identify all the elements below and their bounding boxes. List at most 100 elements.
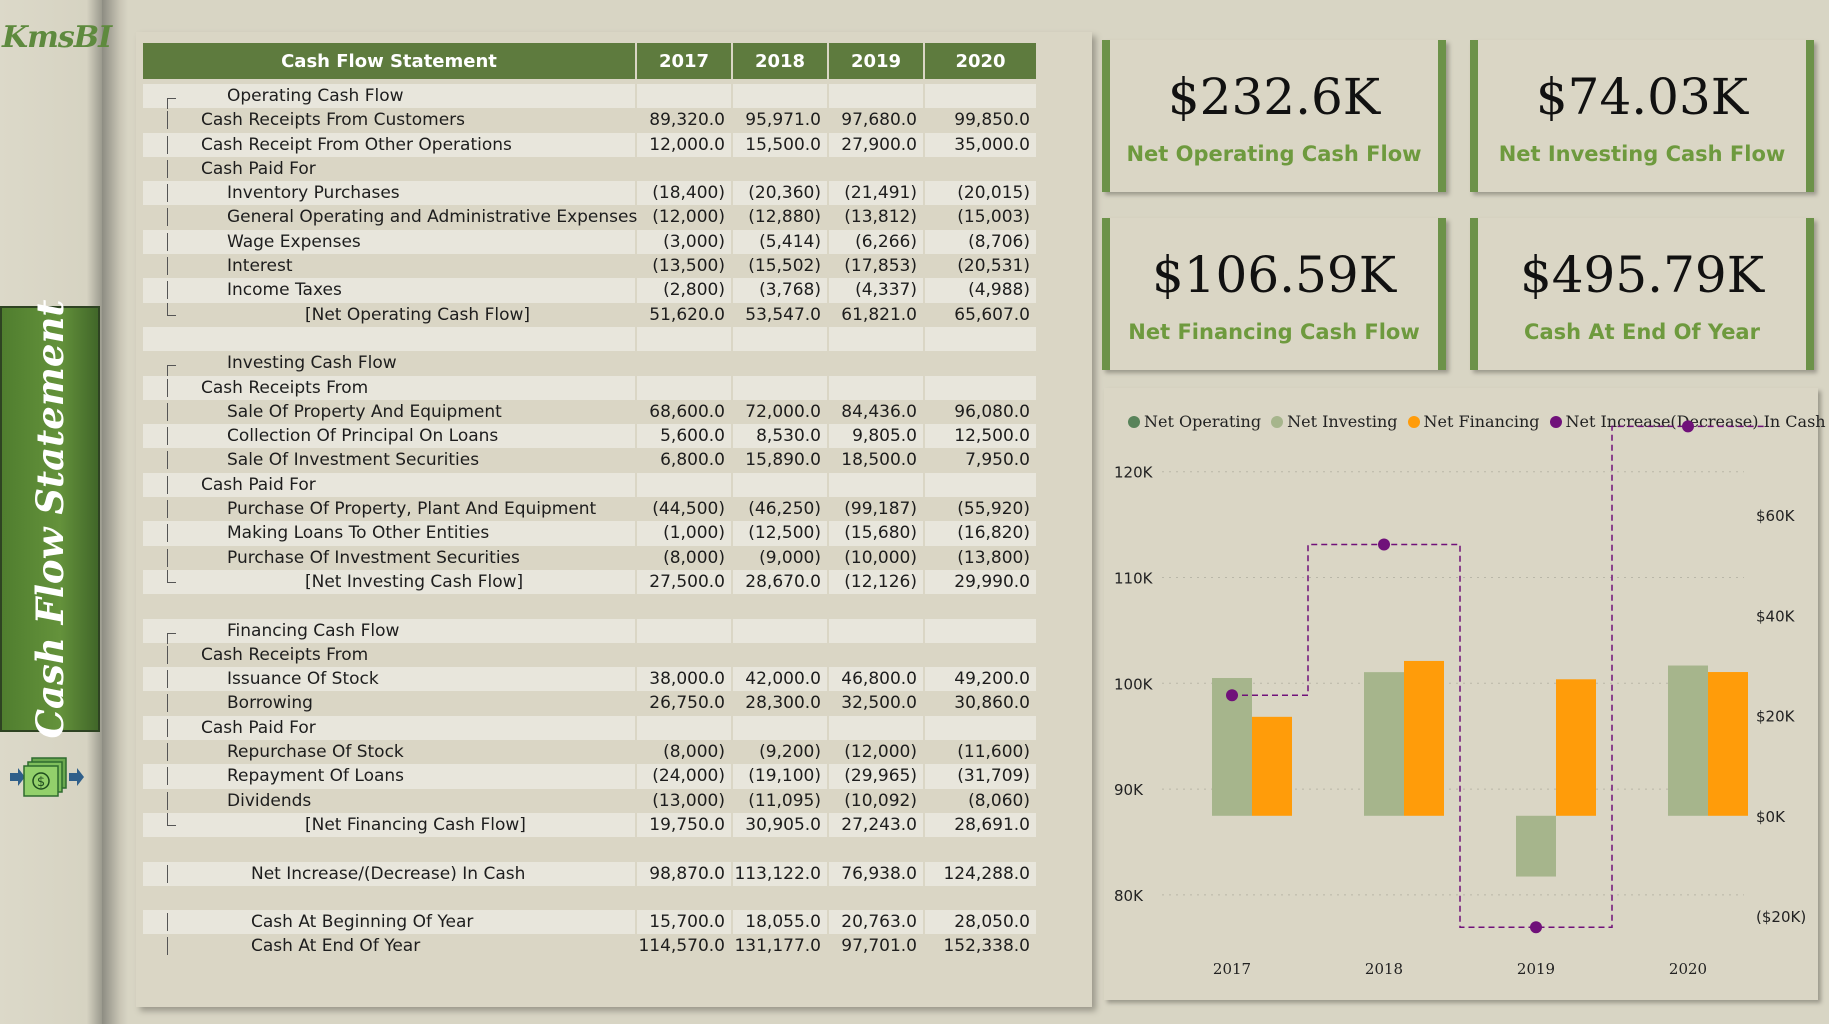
table-row[interactable] — [143, 326, 1036, 352]
value-cell: 8,530.0 — [733, 424, 829, 449]
legend-item[interactable]: Net Investing — [1271, 412, 1398, 431]
table-row[interactable] — [143, 885, 1036, 911]
table-row[interactable]: Cash At End Of Year 114,570.0 131,177.0 97,… — [143, 934, 1036, 959]
header-year[interactable]: 2017 — [637, 43, 733, 79]
table-row[interactable]: Financing Cash Flow — [143, 618, 1036, 644]
row-label-cell: Cash Receipts From — [143, 375, 637, 400]
value-cell: (13,000) — [637, 788, 733, 813]
value-cell — [829, 715, 925, 741]
value-cell — [829, 472, 925, 498]
value-cell — [925, 84, 1036, 108]
table-row[interactable]: Making Loans To Other Entities (1,000) (12… — [143, 521, 1036, 546]
header-year[interactable]: 2018 — [733, 43, 829, 79]
row-label-cell: Cash Paid For — [143, 715, 637, 741]
row-label: Cash Paid For — [201, 158, 316, 179]
table-row[interactable]: Cash Receipts From — [143, 642, 1036, 668]
value-cell: 113,122.0 — [733, 861, 829, 886]
table-row[interactable]: Cash Receipts From Customers 89,320.0 95,9… — [143, 108, 1036, 133]
value-cell: (29,965) — [829, 764, 925, 789]
value-cell: (10,092) — [829, 788, 925, 813]
value-cell: 72,000.0 — [733, 399, 829, 425]
value-cell: (8,000) — [637, 740, 733, 765]
legend-swatch — [1128, 415, 1140, 428]
value-cell: (9,200) — [733, 740, 829, 765]
table-row[interactable]: [Net Financing Cash Flow] 19,750.0 30,905.… — [143, 812, 1036, 838]
kpi-value: $232.6K — [1167, 68, 1381, 126]
table-row[interactable]: Net Increase/(Decrease) In Cash 98,870.0 1… — [143, 861, 1036, 886]
table-row[interactable]: Wage Expenses (3,000) (5,414) (6,266) (8,706… — [143, 229, 1036, 255]
cash-flow-icon[interactable]: $ — [8, 752, 86, 802]
table-row[interactable]: Issuance Of Stock 38,000.0 42,000.0 46,800.… — [143, 667, 1036, 692]
value-cell: (8,060) — [968, 790, 1030, 811]
row-label-cell — [143, 326, 637, 352]
value-cell: 49,200.0 — [954, 669, 1030, 690]
value-cell: 124,288.0 — [943, 863, 1030, 884]
header-title[interactable]: Cash Flow Statement — [143, 43, 637, 79]
table-row[interactable]: Cash Paid For — [143, 156, 1036, 182]
row-label: [Net Investing Cash Flow] — [305, 571, 524, 592]
table-row[interactable]: Cash Receipt From Other Operations 12,000… — [143, 132, 1036, 157]
row-label: Net Increase/(Decrease) In Cash — [251, 863, 526, 884]
value-cell: (24,000) — [637, 764, 733, 789]
row-label: [Net Operating Cash Flow] — [305, 304, 531, 325]
table-row[interactable]: [Net Investing Cash Flow] 27,500.0 28,670.… — [143, 569, 1036, 595]
point-net-increase — [1378, 538, 1390, 551]
table-row[interactable]: Purchase Of Property, Plant And Equipmen… — [143, 497, 1036, 522]
header-year[interactable]: 2019 — [829, 43, 925, 79]
row-label-cell: Interest — [143, 254, 637, 279]
tree-connector-icon — [143, 546, 183, 570]
value-cell: 35,000.0 — [954, 134, 1030, 155]
row-label-cell: Sale Of Property And Equipment — [143, 399, 637, 425]
table-row[interactable]: Sale Of Property And Equipment 68,600.0 72… — [143, 399, 1036, 425]
table-row[interactable]: Borrowing 26,750.0 28,300.0 32,500.0 30,860.… — [143, 691, 1036, 716]
header-year[interactable]: 2020 — [955, 50, 1006, 72]
table-row[interactable] — [143, 837, 1036, 862]
value-cell: 61,821.0 — [829, 302, 925, 327]
value-cell — [733, 84, 829, 109]
left-axis-tick: 80K — [1114, 887, 1144, 905]
value-cell: (8,706) — [968, 231, 1030, 252]
value-cell: (19,100) — [733, 764, 829, 789]
table-row[interactable]: Collection Of Principal On Loans 5,600.0 8… — [143, 424, 1036, 449]
kpi-card-net-operating: $232.6K Net Operating Cash Flow — [1102, 40, 1446, 192]
table-row[interactable]: Cash Paid For — [143, 715, 1036, 741]
value-cell: (5,414) — [733, 229, 829, 255]
row-label: Purchase Of Property, Plant And Equipmen… — [227, 499, 597, 520]
value-cell — [637, 375, 733, 400]
table-row[interactable]: Interest (13,500) (15,502) (17,853) (20,531) — [143, 254, 1036, 279]
legend-item[interactable]: Net Operating — [1128, 412, 1261, 431]
row-label-cell: Cash Paid For — [143, 472, 637, 498]
table-row[interactable]: Income Taxes (2,800) (3,768) (4,337) (4,988) — [143, 278, 1036, 303]
table-row[interactable]: Repayment Of Loans (24,000) (19,100) (29,96… — [143, 764, 1036, 789]
table-row[interactable] — [143, 594, 1036, 619]
tree-connector-icon — [143, 691, 183, 715]
value-cell: (11,600) — [957, 742, 1030, 763]
row-label-cell: Purchase Of Property, Plant And Equipmen… — [143, 497, 637, 522]
table-row[interactable]: Cash Paid For — [143, 472, 1036, 498]
table-row[interactable]: Cash Receipts From — [143, 375, 1036, 400]
value-cell — [637, 156, 733, 182]
kpi-card-net-investing: $74.03K Net Investing Cash Flow — [1470, 40, 1814, 192]
tree-connector-icon — [143, 424, 183, 448]
table-row[interactable]: Operating Cash Flow — [143, 84, 1036, 109]
table-row[interactable]: Sale Of Investment Securities 6,800.0 15,8… — [143, 448, 1036, 473]
page-tab-cash-flow[interactable]: Cash Flow Statement — [0, 300, 100, 738]
cash-flow-chart[interactable]: Net Operating Net Investing Net Financin… — [1104, 388, 1826, 1000]
table-row[interactable]: [Net Operating Cash Flow] 51,620.0 53,547.… — [143, 302, 1036, 327]
table-row[interactable]: Investing Cash Flow — [143, 351, 1036, 377]
value-cell — [637, 618, 733, 643]
row-label-cell: Borrowing — [143, 691, 637, 716]
tree-connector-icon — [143, 740, 183, 764]
value-cell — [637, 642, 733, 668]
legend-item[interactable]: Net Financing — [1407, 412, 1540, 431]
table-row[interactable]: Cash At Beginning Of Year 15,700.0 18,055.… — [143, 910, 1036, 935]
table-row[interactable]: Dividends (13,000) (11,095) (10,092) (8,060) — [143, 788, 1036, 813]
value-cell: (15,003) — [957, 207, 1030, 228]
row-label-cell: Making Loans To Other Entities — [143, 521, 637, 546]
table-row[interactable]: Purchase Of Investment Securities (8,000)… — [143, 545, 1036, 570]
table-row[interactable]: Repurchase Of Stock (8,000) (9,200) (12,000… — [143, 740, 1036, 765]
page-tab-label: Cash Flow Statement — [28, 299, 72, 739]
table-row[interactable]: Inventory Purchases (18,400) (20,360) (21,4… — [143, 181, 1036, 206]
table-row[interactable]: General Operating and Administrative Exp… — [143, 205, 1036, 230]
row-label-cell: Net Increase/(Decrease) In Cash — [143, 861, 637, 886]
